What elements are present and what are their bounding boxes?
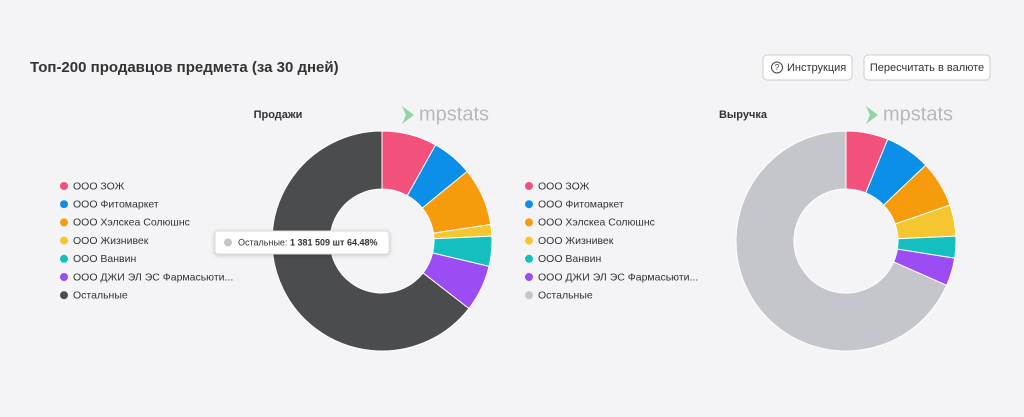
legend-swatch bbox=[60, 200, 68, 209]
legend-swatch bbox=[525, 200, 533, 209]
legend-label: ООО Хэлскеа Солюшнс bbox=[73, 217, 190, 229]
legend-swatch bbox=[525, 273, 533, 281]
button-frame[interactable] bbox=[762, 54, 853, 81]
legend-label: Остальные bbox=[73, 289, 128, 301]
tooltip: Остальные: 1 381 509 шт 64.48% bbox=[214, 230, 390, 255]
tooltip-label: Остальные: bbox=[238, 237, 287, 247]
legend-label: ООО Ванвин bbox=[538, 253, 602, 265]
watermark: mpstats bbox=[419, 103, 489, 125]
legend-swatch bbox=[60, 254, 68, 263]
chart-title: Выручка bbox=[719, 109, 768, 121]
help-icon bbox=[771, 61, 783, 74]
legend-label: ООО Ванвин bbox=[73, 253, 137, 265]
legend-swatch bbox=[525, 236, 533, 245]
legend-label: ООО Фитомаркет bbox=[73, 198, 159, 210]
legend-swatch bbox=[525, 291, 533, 300]
legend-label: Остальные bbox=[538, 289, 593, 301]
legend-swatch bbox=[60, 236, 68, 245]
legend-swatch bbox=[525, 218, 533, 227]
donut-slice bbox=[271, 130, 470, 352]
legend-label: ООО ЗОЖ bbox=[538, 180, 590, 192]
button-label[interactable]: Пересчитать в валюте bbox=[870, 62, 984, 74]
legend-label: ООО ДЖИ ЭЛ ЭС Фармасьюти... bbox=[73, 271, 233, 283]
tooltip-box bbox=[214, 230, 390, 255]
legend-label: ООО ДЖИ ЭЛ ЭС Фармасьюти... bbox=[538, 271, 698, 283]
chart-title: Продажи bbox=[254, 109, 303, 121]
legend-label: ООО Хэлскеа Солюшнс bbox=[538, 217, 655, 229]
logo-icon bbox=[402, 106, 414, 124]
help-button[interactable]: ? Инструкция bbox=[762, 54, 853, 81]
legend-swatch bbox=[60, 291, 68, 300]
button-label[interactable]: Инструкция bbox=[787, 62, 846, 74]
legend-label: ООО Жизнивек bbox=[73, 235, 149, 247]
currency-button[interactable]: Пересчитать в валюте bbox=[863, 54, 991, 81]
donut-slice bbox=[735, 130, 948, 352]
help-icon-mark: ? bbox=[775, 63, 780, 72]
legend-swatch bbox=[60, 182, 68, 190]
legend-swatch bbox=[525, 182, 533, 190]
legend-swatch bbox=[60, 273, 68, 281]
legend-label: ООО Жизнивек bbox=[538, 235, 614, 247]
watermark: mpstats bbox=[883, 103, 953, 125]
legend-label: ООО Фитомаркет bbox=[538, 198, 624, 210]
tooltip-value: 1 381 509 шт 64.48% bbox=[290, 237, 377, 247]
tooltip-swatch bbox=[224, 238, 232, 247]
legend-label: ООО ЗОЖ bbox=[73, 180, 125, 192]
logo-icon bbox=[866, 106, 878, 124]
button-frame[interactable] bbox=[863, 54, 991, 81]
page-title: Топ-200 продавцов предмета (за 30 дней) bbox=[30, 59, 339, 76]
legend-swatch bbox=[525, 254, 533, 263]
legend-swatch bbox=[60, 218, 68, 227]
